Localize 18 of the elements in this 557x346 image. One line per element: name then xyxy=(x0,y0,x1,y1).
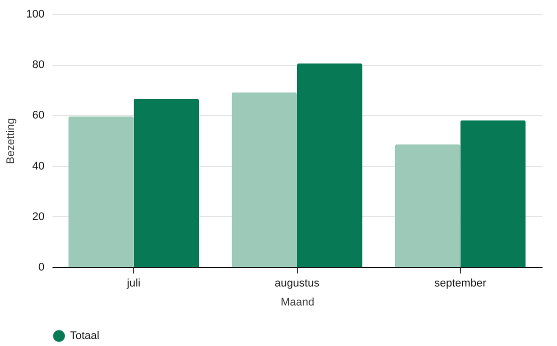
x-tick-label: september xyxy=(434,278,487,290)
x-tick-label: juli xyxy=(126,278,140,290)
x-axis-title: Maand xyxy=(280,296,314,308)
bar xyxy=(232,92,297,267)
legend-label: Totaal xyxy=(70,330,100,342)
bar xyxy=(134,98,199,267)
y-tick-label: 80 xyxy=(32,59,44,72)
bar xyxy=(395,144,460,267)
y-tick-label: 100 xyxy=(26,8,44,20)
bar xyxy=(68,116,134,267)
y-tick-label: 60 xyxy=(32,110,44,122)
y-axis-title: Bezetting xyxy=(5,118,18,164)
bar xyxy=(297,63,362,267)
x-tick-label: augustus xyxy=(274,278,320,290)
y-tick-label: 40 xyxy=(32,160,44,172)
y-tick-label: 20 xyxy=(32,210,44,223)
bar xyxy=(460,120,526,267)
y-tick-label: 0 xyxy=(38,262,44,274)
